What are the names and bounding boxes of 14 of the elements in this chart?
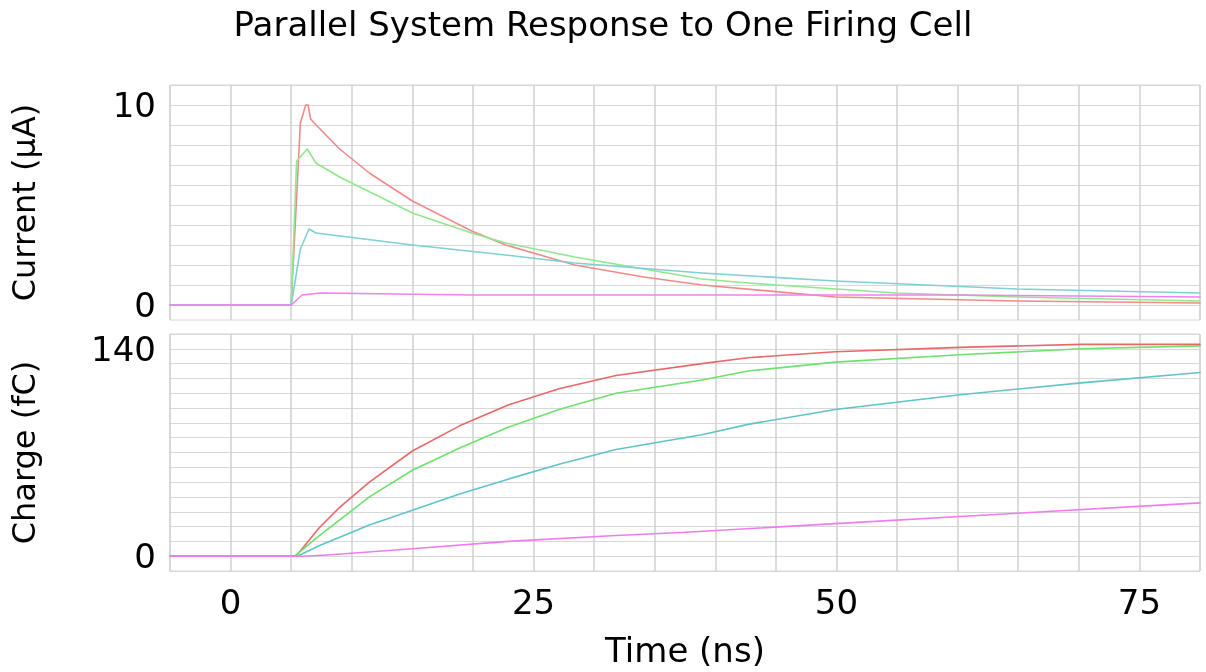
y-tick-label: 140 (91, 328, 156, 369)
line-series (169, 292, 1201, 306)
x-axis-title: Time (ns) (604, 630, 765, 670)
x-tick-label: 50 (814, 582, 859, 622)
chart-title: Parallel System Response to One Firing Cell (233, 4, 973, 44)
x-tick-label: 75 (1117, 582, 1162, 622)
x-tick-label: 25 (511, 582, 556, 622)
x-tick-label: 0 (219, 582, 242, 622)
y-tick-label: 0 (134, 285, 156, 325)
y-tick-label: 0 (134, 536, 156, 577)
y-tick-label: 10 (112, 85, 156, 125)
line-series (169, 502, 1201, 557)
y-axis-title: Current (µA) (5, 103, 43, 302)
y-axis-title: Charge (fC) (5, 360, 43, 545)
